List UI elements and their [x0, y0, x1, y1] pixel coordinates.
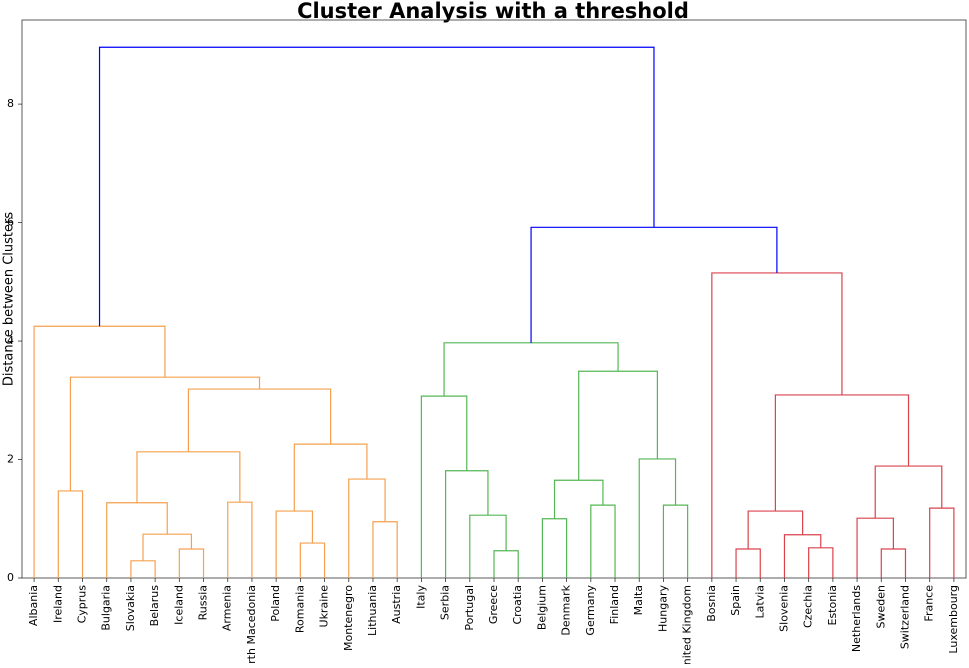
link: [662, 504, 689, 578]
link: [541, 518, 568, 578]
leaf-label: Romania: [293, 585, 306, 633]
leaf-label: Italy: [414, 585, 427, 609]
link: [69, 376, 261, 491]
link: [530, 226, 778, 343]
leaf-label: Portugal: [463, 585, 476, 631]
y-tick-label: 0: [7, 571, 14, 584]
y-axis-label: Distance between Clusters: [2, 212, 17, 386]
link: [578, 370, 658, 481]
link: [874, 465, 943, 519]
link: [372, 521, 398, 578]
leaf-label: Slovenia: [777, 585, 790, 632]
link: [443, 342, 619, 397]
link: [469, 514, 507, 578]
link: [130, 560, 156, 578]
leaf-label: Russia: [197, 585, 210, 620]
leaf-label: Bosnia: [705, 585, 718, 622]
leaf-label: Bulgaria: [100, 585, 113, 631]
leaf-label: North Macedonia: [245, 585, 258, 664]
plot-frame: [21, 19, 967, 579]
link: [348, 478, 386, 578]
leaf-label: Austria: [390, 585, 403, 624]
link: [929, 507, 955, 578]
leaf-label: Poland: [269, 585, 282, 622]
link: [493, 550, 519, 578]
leaf-label: Croatia: [511, 585, 524, 625]
link: [638, 458, 677, 578]
y-tick-label: 4: [7, 334, 14, 347]
leaf-label: Albania: [27, 585, 40, 626]
leaf-label: Denmark: [560, 584, 573, 635]
leaf-label: Malta: [632, 585, 645, 615]
link: [136, 451, 241, 503]
leaf-label: Hungary: [656, 585, 669, 632]
link: [808, 547, 834, 578]
leaf-label: Czechia: [802, 585, 815, 628]
leaf-label: Cyprus: [76, 585, 89, 624]
chart-title: Cluster Analysis with a threshold: [297, 0, 689, 23]
link: [711, 272, 843, 578]
leaf-label: Estonia: [826, 585, 839, 626]
leaf-label: Iceland: [172, 585, 185, 625]
y-tick-label: 8: [7, 97, 14, 110]
link: [57, 490, 84, 578]
link: [880, 548, 907, 578]
leaf-label: Ukraine: [318, 585, 331, 628]
link: [856, 517, 894, 578]
link: [735, 548, 761, 578]
link: [106, 502, 168, 578]
link: [444, 470, 489, 578]
leaf-label: Luxembourg: [947, 585, 960, 654]
link: [142, 533, 193, 561]
y-tick-label: 2: [7, 453, 14, 466]
link: [553, 479, 604, 519]
leaf-label: Germany: [584, 585, 597, 636]
leaf-label: Belgium: [535, 585, 548, 630]
link: [293, 443, 368, 512]
leaf-label: Slovakia: [124, 585, 137, 631]
leaf-label: Spain: [729, 585, 742, 616]
link: [178, 548, 205, 578]
link: [299, 542, 326, 578]
leaf-label: Finland: [608, 585, 621, 624]
link: [774, 394, 910, 512]
leaf-label: France: [923, 585, 936, 622]
link: [590, 504, 616, 578]
leaf-label: Latvia: [753, 585, 766, 619]
link: [227, 501, 253, 578]
leaf-label: Sweden: [874, 585, 887, 628]
y-tick-label: 6: [7, 216, 14, 229]
leaf-label: Switzerland: [898, 585, 911, 649]
link: [187, 388, 332, 452]
leaf-label: United Kingdom: [681, 585, 694, 664]
link: [98, 46, 655, 327]
leaf-label: Belarus: [148, 585, 161, 627]
link: [747, 510, 804, 549]
leaf-label: Serbia: [439, 585, 452, 620]
link: [275, 510, 314, 578]
leaf-label: Netherlands: [850, 585, 863, 652]
leaf-label: Armenia: [221, 585, 234, 631]
leaf-label: Lithuania: [366, 585, 379, 636]
leaf-label: Montenegro: [342, 585, 355, 651]
leaf-label: Ireland: [51, 585, 64, 623]
link: [783, 534, 822, 578]
leaf-label: Greece: [487, 585, 500, 624]
link: [420, 395, 468, 578]
